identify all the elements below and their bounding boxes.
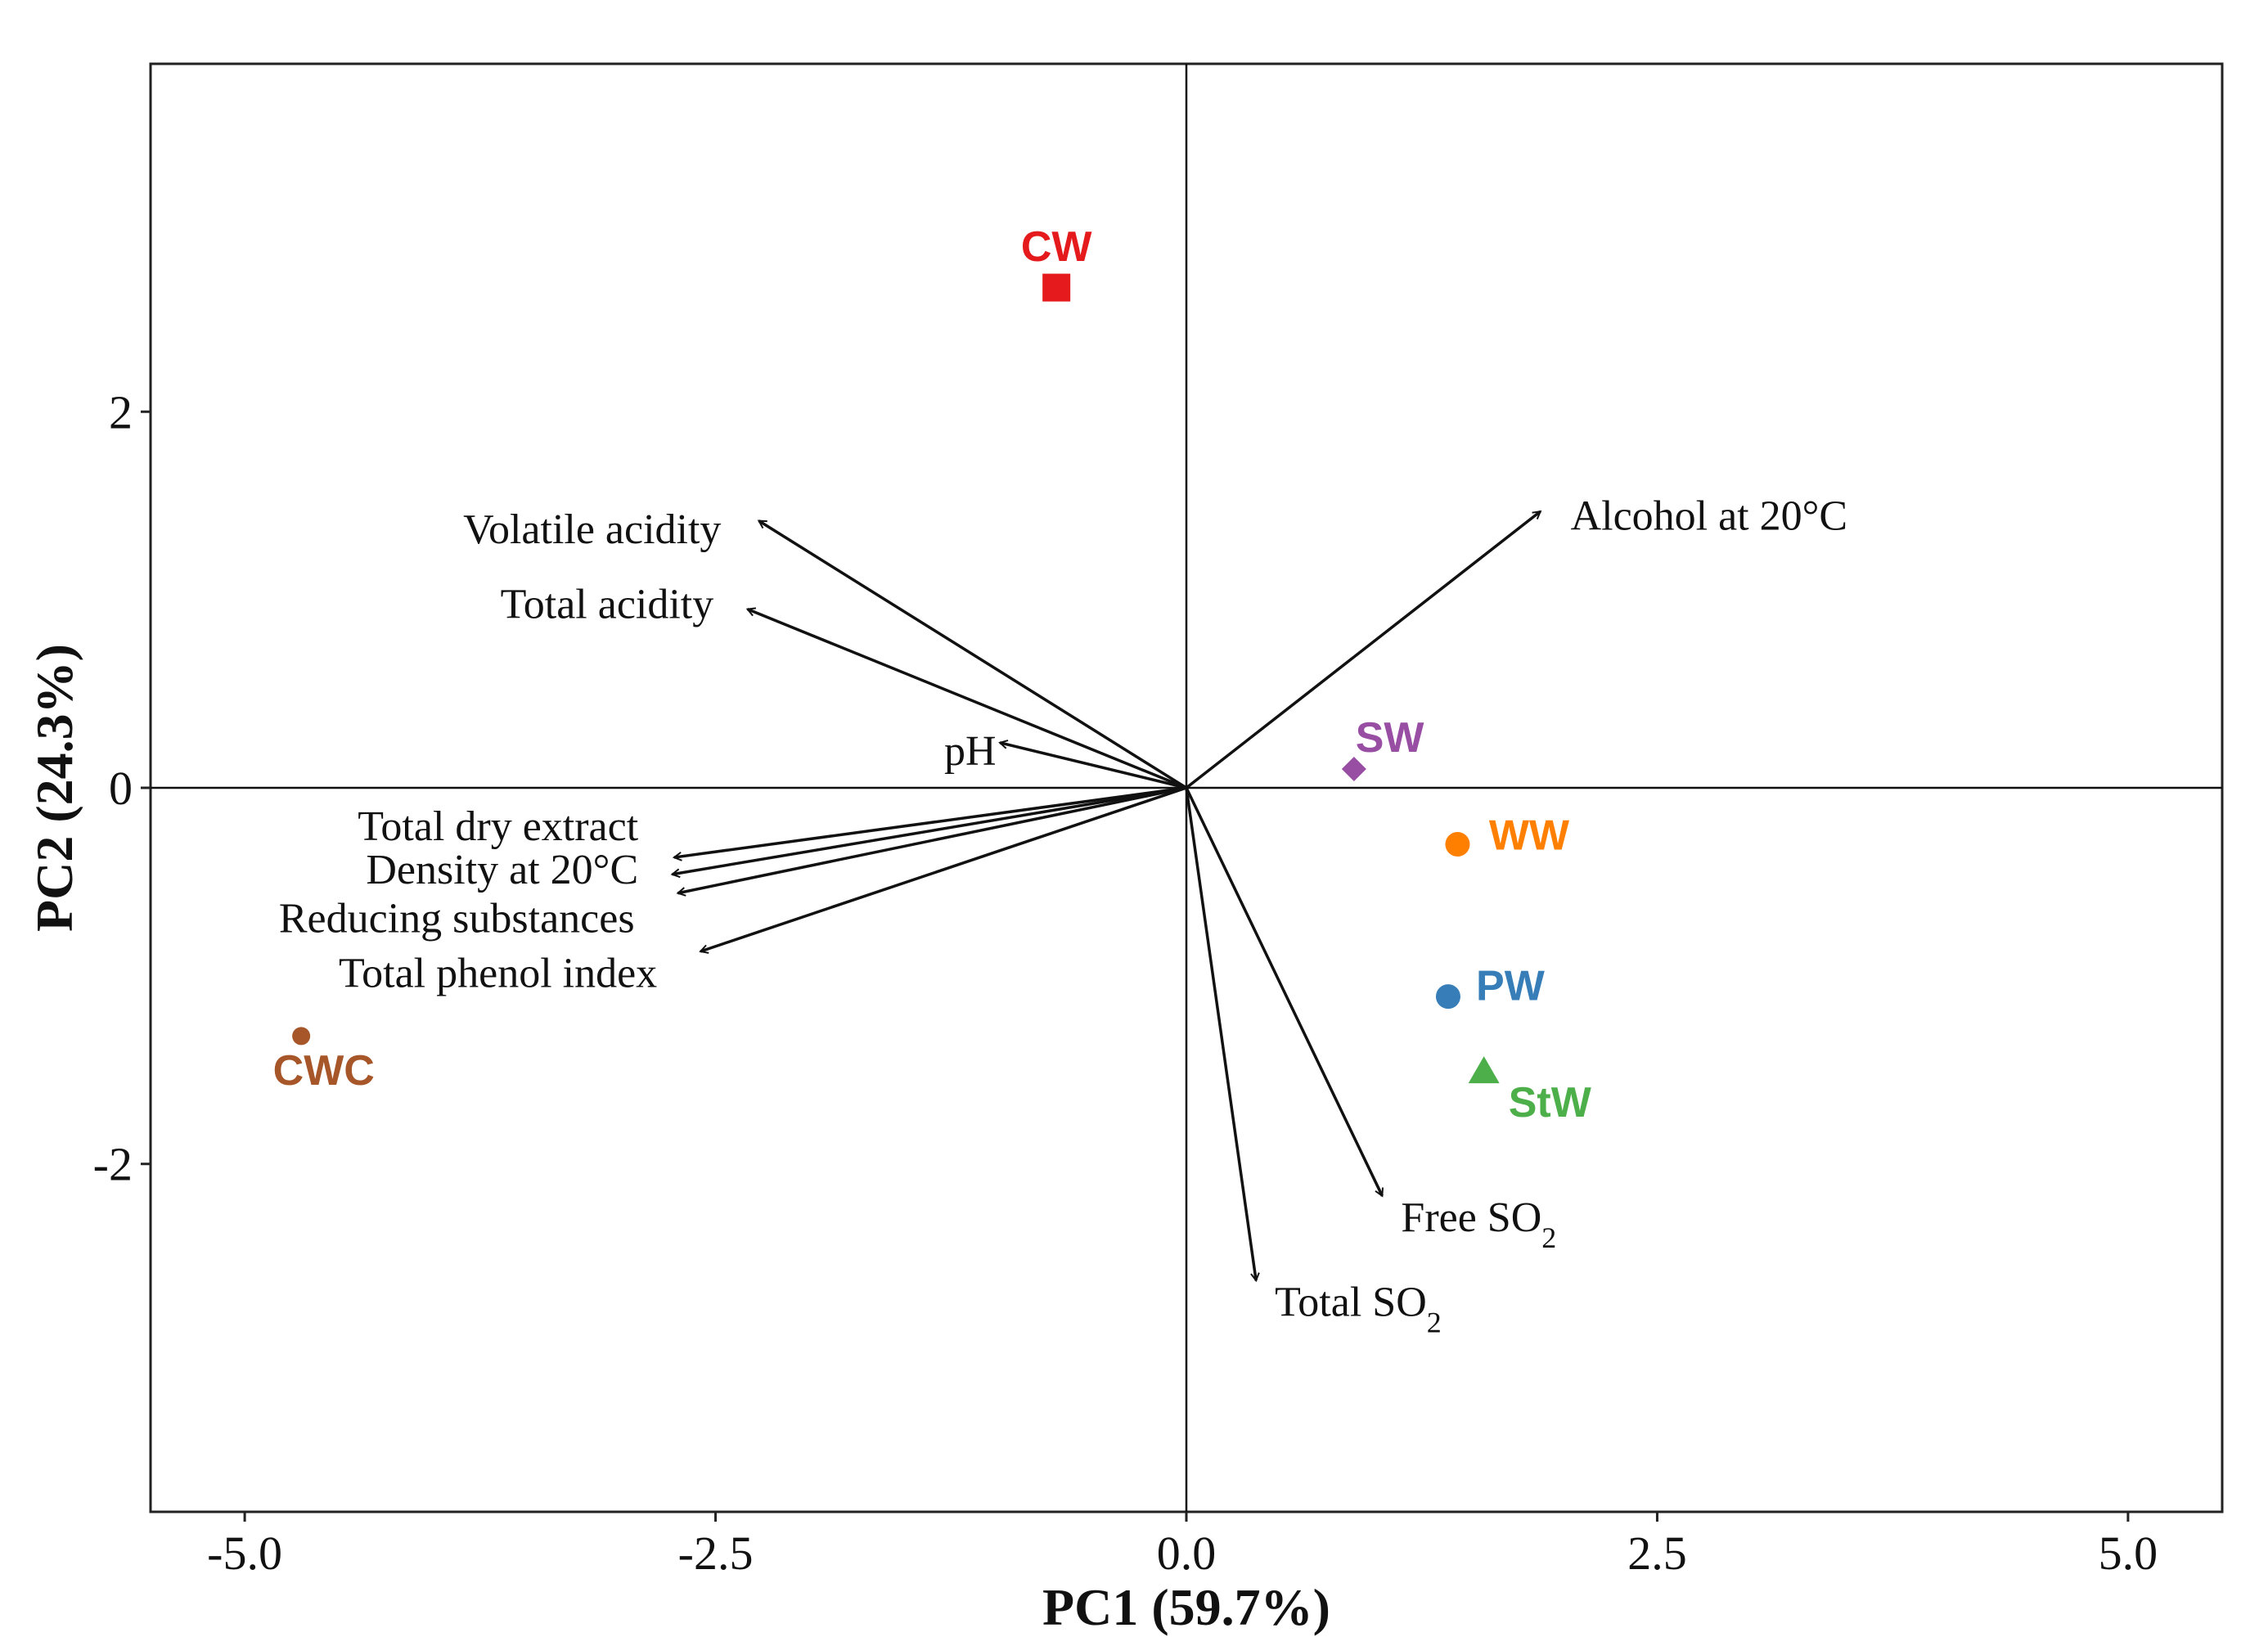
loading-arrow-alcohol-at-20-c — [1185, 510, 1541, 789]
point-label-sw: SW — [1356, 714, 1425, 762]
x-tick-label: -2.5 — [678, 1527, 754, 1580]
point-ww — [1445, 831, 1470, 857]
loading-label-density-at-20-c: Density at 20°C — [366, 847, 638, 893]
subscript: 2 — [1427, 1306, 1442, 1339]
point-label-ww: WW — [1489, 812, 1570, 859]
loading-label-reducing-substances: Reducing substances — [279, 896, 635, 942]
point-label-pw: PW — [1476, 962, 1546, 1010]
point-stw — [1468, 1056, 1500, 1084]
loading-label-total-phenol-index: Total phenol index — [339, 950, 657, 996]
loading-arrow-reducing-substances — [678, 786, 1187, 893]
loading-label-total-acidity: Total acidity — [501, 582, 714, 628]
x-tick-label: 5.0 — [2099, 1527, 2158, 1580]
loading-label-ph: pH — [944, 728, 997, 775]
loading-arrow-total-acidity — [748, 609, 1187, 789]
y-axis-title: PC2 (24.3%) — [25, 644, 83, 932]
point-label-cwc: CWC — [273, 1047, 375, 1095]
loading-label-alcohol-at-20-c: Alcohol at 20°C — [1571, 493, 1848, 540]
point-pw — [1435, 984, 1460, 1010]
point-cw — [1042, 273, 1071, 302]
loading-label-total-dry-extract: Total dry extract — [358, 803, 638, 850]
loading-arrow-density-at-20-c — [673, 786, 1187, 875]
x-tick-label: 2.5 — [1627, 1527, 1687, 1580]
loading-arrow-total-phenol-index — [700, 786, 1187, 951]
subscript: 2 — [1541, 1221, 1556, 1254]
point-label-stw: StW — [1509, 1079, 1592, 1127]
loading-arrow-ph — [1000, 743, 1187, 789]
x-axis-title: PC1 (59.7%) — [1042, 1578, 1330, 1636]
y-tick-label: -2 — [93, 1138, 133, 1191]
loading-arrow-total-so — [1185, 787, 1256, 1280]
point-cwc — [292, 1027, 311, 1046]
y-tick-label: 0 — [109, 762, 133, 815]
x-tick-label: -5.0 — [207, 1527, 282, 1580]
y-tick-label: 2 — [109, 385, 133, 438]
loading-arrow-free-so — [1185, 787, 1382, 1196]
loading-label-volatile-acidity: Volatile acidity — [463, 506, 721, 553]
x-tick-label: 0.0 — [1157, 1527, 1217, 1580]
loading-arrow-volatile-acidity — [758, 519, 1187, 789]
point-label-cw: CW — [1021, 223, 1093, 271]
loading-arrow-total-dry-extract — [674, 786, 1187, 857]
point-sw — [1341, 757, 1366, 782]
